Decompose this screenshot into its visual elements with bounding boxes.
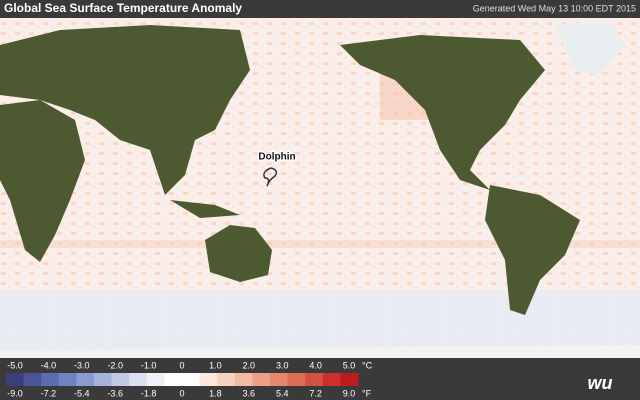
legend-swatch [23,373,42,386]
legend-swatch [76,373,95,386]
legend-tick-label: 3.6 [243,388,256,398]
land [0,20,640,358]
eurasia [0,25,250,195]
north-america [340,35,545,190]
generated: Generated Wed May 13 10:00 EDT 2015 [473,3,636,13]
legend-swatch [340,373,359,386]
legend-tick-label: -4.0 [41,360,57,370]
legend-swatch [58,373,77,386]
logo: wu [588,373,613,393]
legend-swatch [41,373,60,386]
legend-tick-label: -1.0 [141,360,157,370]
legend-tick-label: -7.2 [41,388,57,398]
legend-tick-label: -5.0 [7,360,23,370]
legend-swatch [6,373,25,386]
legend-tick-label: 3.0 [276,360,289,370]
legend-swatch [270,373,289,386]
australia [205,225,272,282]
legend-tick-label: 7.2 [309,388,322,398]
indonesia [170,200,240,218]
legend-tick-label: 0 [179,360,184,370]
storm-label: Dolphin [258,152,295,163]
storm-icon [263,167,278,187]
map: Dolphin [0,18,640,358]
legend-tick-label: -9.0 [7,388,23,398]
legend-tick-label: 5.0 [343,360,356,370]
legend: -5.0 -4.0 -3.0 -2.0 -1.0 0 1.0 2.0 3.0 4.0 5.0 °C -9… [6,360,373,398]
antarctica [0,345,640,358]
legend-tick-label: -3.0 [74,360,90,370]
legend-tick-label: 2.0 [243,360,256,370]
legend-swatch [199,373,218,386]
legend-tick-label: 0 [179,388,184,398]
legend-tick-label: -3.6 [107,388,123,398]
legend-swatch [182,373,201,386]
legend-swatch [94,373,113,386]
legend-swatch [146,373,165,386]
legend-swatch [322,373,341,386]
legend-tick-label: 4.0 [309,360,322,370]
title: Global Sea Surface Temperature Anomaly [4,1,242,15]
legend-swatch [129,373,148,386]
legend-swatch [111,373,130,386]
south-america [485,185,580,315]
legend-swatch [287,373,306,386]
legend-swatch [305,373,324,386]
africa [0,100,85,262]
legend-unit: °C [362,360,373,370]
legend-tick-label: 1.8 [209,388,222,398]
legend-tick-label: 1.0 [209,360,222,370]
legend-tick-label: -2.0 [107,360,123,370]
legend-tick-label: 9.0 [343,388,356,398]
legend-unit: °F [362,388,372,398]
legend-tick-label: -5.4 [74,388,90,398]
legend-swatch [217,373,236,386]
legend-swatch [252,373,271,386]
header-bar [0,0,640,18]
legend-swatch [234,373,253,386]
legend-swatch [164,373,183,386]
legend-tick-label: -1.8 [141,388,157,398]
warm-anomaly [0,240,640,248]
legend-tick-label: 5.4 [276,388,289,398]
greenland [555,20,625,75]
